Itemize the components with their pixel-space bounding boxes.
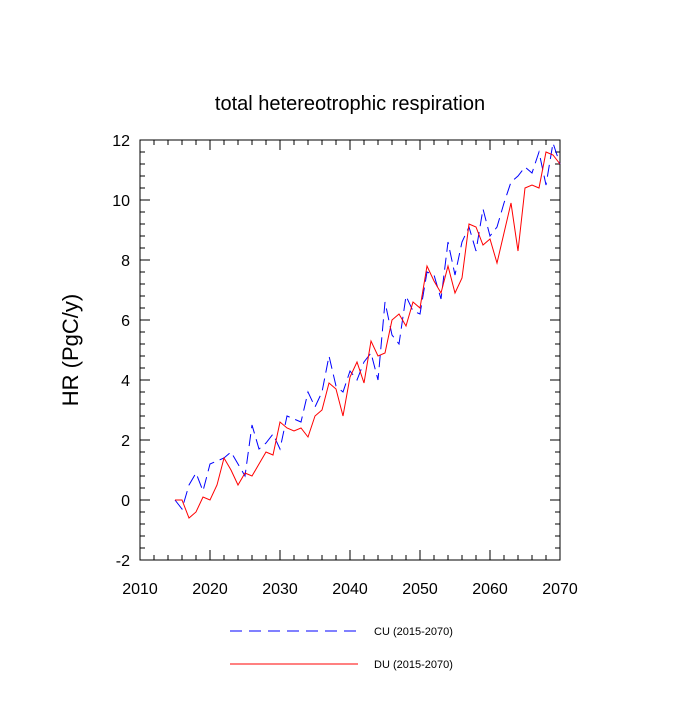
data-point (412, 310, 415, 313)
y-tick-label: -2 (116, 553, 130, 570)
x-tick-label: 2050 (402, 581, 438, 598)
chart-title: total hetereotrophic respiration (215, 93, 485, 115)
x-tick-label: 2030 (262, 581, 298, 598)
y-tick-label: 6 (121, 313, 130, 330)
y-tick-label: 10 (112, 193, 130, 210)
x-tick-label: 2070 (542, 581, 578, 598)
data-point (510, 181, 513, 184)
y-tick-label: 8 (121, 253, 130, 270)
y-tick-label: 4 (121, 373, 130, 390)
x-tick-label: 2010 (122, 581, 158, 598)
data-point (216, 460, 219, 463)
axes: -2 0 2 4 6 8 10 12 2010 2020 2030 2040 2050 2060 2070 (112, 133, 578, 598)
data-point (405, 295, 408, 298)
series-line-cu (174, 142, 561, 511)
x-tick-label: 2060 (472, 581, 508, 598)
data-point (230, 451, 233, 454)
data-point (328, 355, 331, 358)
y-axis-label: HR (PgC/y) (58, 294, 83, 406)
x-tick-label: 2020 (192, 581, 228, 598)
data-point (552, 142, 555, 145)
data-point (321, 391, 324, 394)
x-tick-label: 2040 (332, 581, 368, 598)
y-tick-label: 2 (121, 433, 130, 450)
legend-label: DU (2015-2070) (374, 659, 453, 671)
y-tick-label: 12 (112, 133, 130, 150)
legend: CU (2015-2070) DU (2015-2070) (230, 626, 453, 671)
data-point (195, 472, 198, 475)
data-point (293, 418, 296, 421)
legend-label: CU (2015-2070) (374, 626, 453, 638)
series-lines (174, 142, 561, 519)
y-tick-label: 0 (121, 493, 130, 510)
data-point (524, 166, 527, 169)
series-line-du (175, 151, 561, 519)
data-point (202, 490, 205, 493)
